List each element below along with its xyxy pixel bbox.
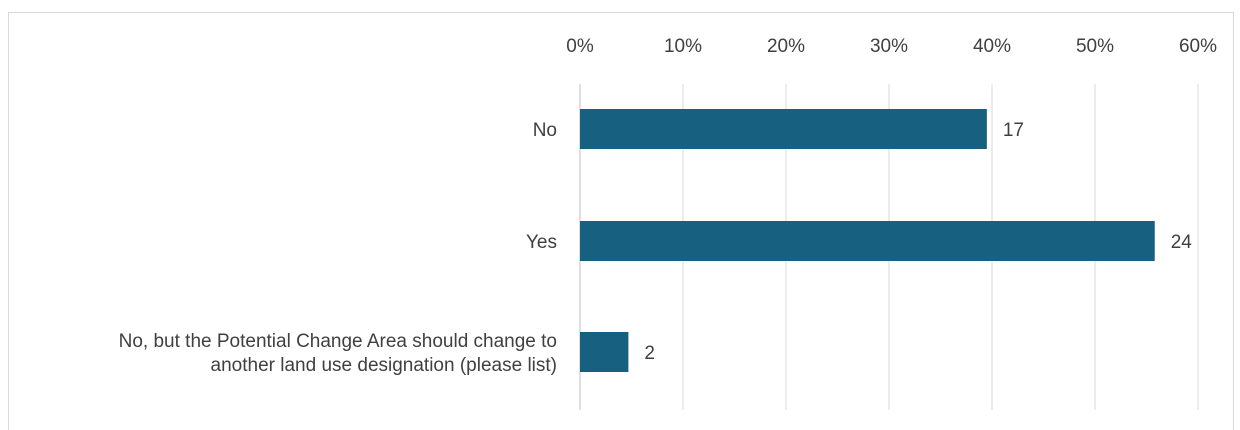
category-label: No [533, 120, 557, 141]
x-tick-label: 50% [1076, 36, 1114, 57]
x-tick-label: 20% [767, 36, 805, 57]
bar-1 [580, 109, 987, 149]
chart-frame [8, 12, 1234, 430]
data-label: 17 [1003, 120, 1024, 141]
category-label: another land use designation (please lis… [211, 355, 557, 376]
x-tick-label: 10% [664, 36, 702, 57]
category-label: Yes [526, 232, 557, 253]
bar-2 [580, 221, 1155, 261]
category-label: No, but the Potential Change Area should… [119, 331, 557, 352]
bar-3 [580, 332, 629, 372]
category-labels: No Yes No, but the Potential Change Area s… [119, 120, 557, 376]
x-tick-label: 40% [973, 36, 1011, 57]
x-tick-label: 60% [1179, 36, 1217, 57]
data-label: 2 [644, 343, 655, 364]
bars [580, 109, 1155, 372]
x-tick-label: 30% [870, 36, 908, 57]
x-tick-label: 0% [566, 36, 594, 57]
data-labels: 17 24 2 [644, 120, 1192, 364]
data-label: 24 [1171, 232, 1193, 253]
x-axis-ticks: 0% 10% 20% 30% 40% 50% 60% [566, 36, 1217, 57]
